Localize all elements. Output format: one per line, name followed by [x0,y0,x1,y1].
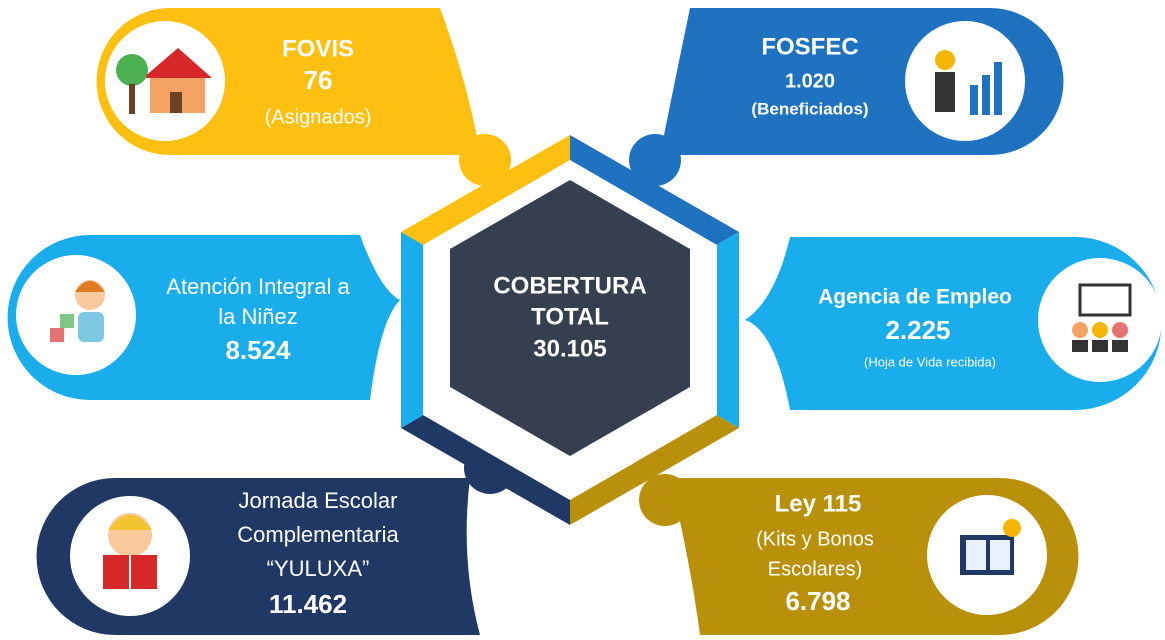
icon [105,21,225,141]
icon [1038,258,1162,382]
item-note: (Asignados) [265,106,372,128]
item-value: 2.225 [885,315,950,345]
icon [905,21,1025,141]
center-label: TOTAL [531,303,609,330]
item-note: Escolares) [768,558,862,580]
item-title: Ley 115 [775,490,862,517]
connector [639,474,691,526]
item-title: Agencia de Empleo [818,286,1012,309]
icon [70,496,190,616]
icon [927,495,1047,615]
connector [629,134,681,186]
item-title: Atención Integral a [166,274,350,299]
connector [459,134,511,186]
item-value: 76 [304,65,333,95]
item-title: Jornada Escolar [239,488,398,513]
icon [16,255,136,375]
item-title: Complementaria [237,522,399,547]
item-note: (Hoja de Vida recibida) [864,354,996,369]
item-value: 6.798 [785,586,850,616]
item-note: (Kits y Bonos [756,528,874,550]
item-value: 1.020 [785,70,835,92]
center-value: 30.105 [533,335,606,362]
item-title: “YULUXA” [267,556,370,581]
item-title: la Niñez [218,304,297,329]
center-label: COBERTURA [493,272,646,299]
hex-center [450,180,690,456]
item-value: 11.462 [269,589,347,619]
item-title: FOSFEC [761,33,858,60]
item-note: (Beneficiados) [751,99,868,118]
item-value: 8.524 [225,335,291,365]
item-title: FOVIS [282,35,354,62]
